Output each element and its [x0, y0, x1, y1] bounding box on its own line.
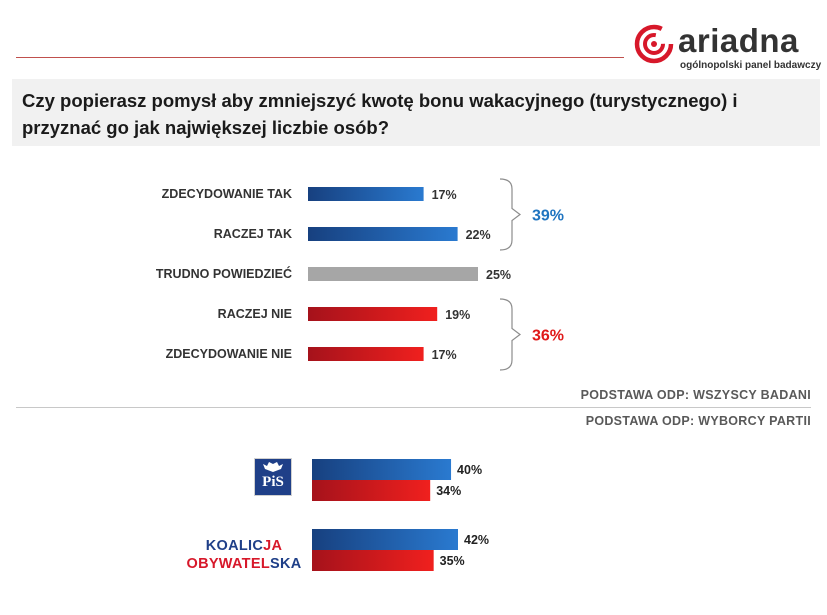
ko-logo: KOALICJA OBYWATELSKA	[182, 537, 306, 573]
ariadna-logo: ariadna ogólnopolski panel badawczy	[634, 22, 822, 74]
ko-logo-line2: OBYWATELSKA	[186, 556, 302, 572]
bar-3	[308, 267, 478, 281]
category-label-2: RACZEJ TAK	[214, 227, 292, 241]
bar-4	[308, 307, 438, 321]
value-label-5: 17%	[432, 348, 457, 362]
logo-wordmark: ariadna	[678, 22, 799, 59]
pis-logo-text: PiS	[262, 474, 284, 490]
bar-2	[308, 227, 458, 241]
category-label-4: RACZEJ NIE	[218, 307, 292, 321]
group-total-1: 39%	[532, 208, 564, 225]
party-value-2-2: 35%	[440, 554, 465, 568]
header-rule	[16, 57, 624, 58]
party-bar-1-2	[312, 480, 431, 501]
group-bracket-2	[499, 298, 521, 371]
section-divider	[16, 407, 811, 408]
ko-logo-line1: KOALICJA	[205, 538, 283, 554]
bar-5	[308, 347, 424, 361]
category-label-1: ZDECYDOWANIE TAK	[162, 187, 292, 201]
party-value-1-1: 40%	[457, 463, 482, 477]
group-total-2: 36%	[532, 328, 564, 345]
bar-1	[308, 187, 424, 201]
party-bar-1-1	[312, 459, 452, 480]
value-label-1: 17%	[432, 188, 457, 202]
value-label-2: 22%	[466, 228, 491, 242]
party-bar-2-2	[312, 550, 434, 571]
logo-tagline: ogólnopolski panel badawczy	[680, 60, 822, 71]
base-all-label: PODSTAWA ODP: WSZYSCY BADANI	[580, 388, 811, 402]
category-label-3: TRUDNO POWIEDZIEĆ	[156, 266, 292, 281]
party-bar-2-1	[312, 529, 458, 550]
survey-question: Czy popierasz pomysł aby zmniejszyć kwot…	[12, 79, 820, 146]
eagle-icon	[263, 462, 283, 472]
group-bracket-1	[499, 178, 521, 251]
value-label-4: 19%	[445, 308, 470, 322]
value-label-3: 25%	[486, 268, 511, 282]
main-answers-chart: ZDECYDOWANIE TAK 17% RACZEJ TAK 22% TRUDNO P…	[156, 178, 564, 371]
category-label-5: ZDECYDOWANIE NIE	[166, 347, 292, 361]
party-value-2-1: 42%	[464, 533, 489, 547]
pis-logo: PiS	[254, 458, 292, 496]
ariadna-spiral-icon	[634, 24, 674, 64]
base-party-label: PODSTAWA ODP: WYBORCY PARTII	[585, 414, 811, 428]
party-value-1-2: 34%	[436, 484, 461, 498]
